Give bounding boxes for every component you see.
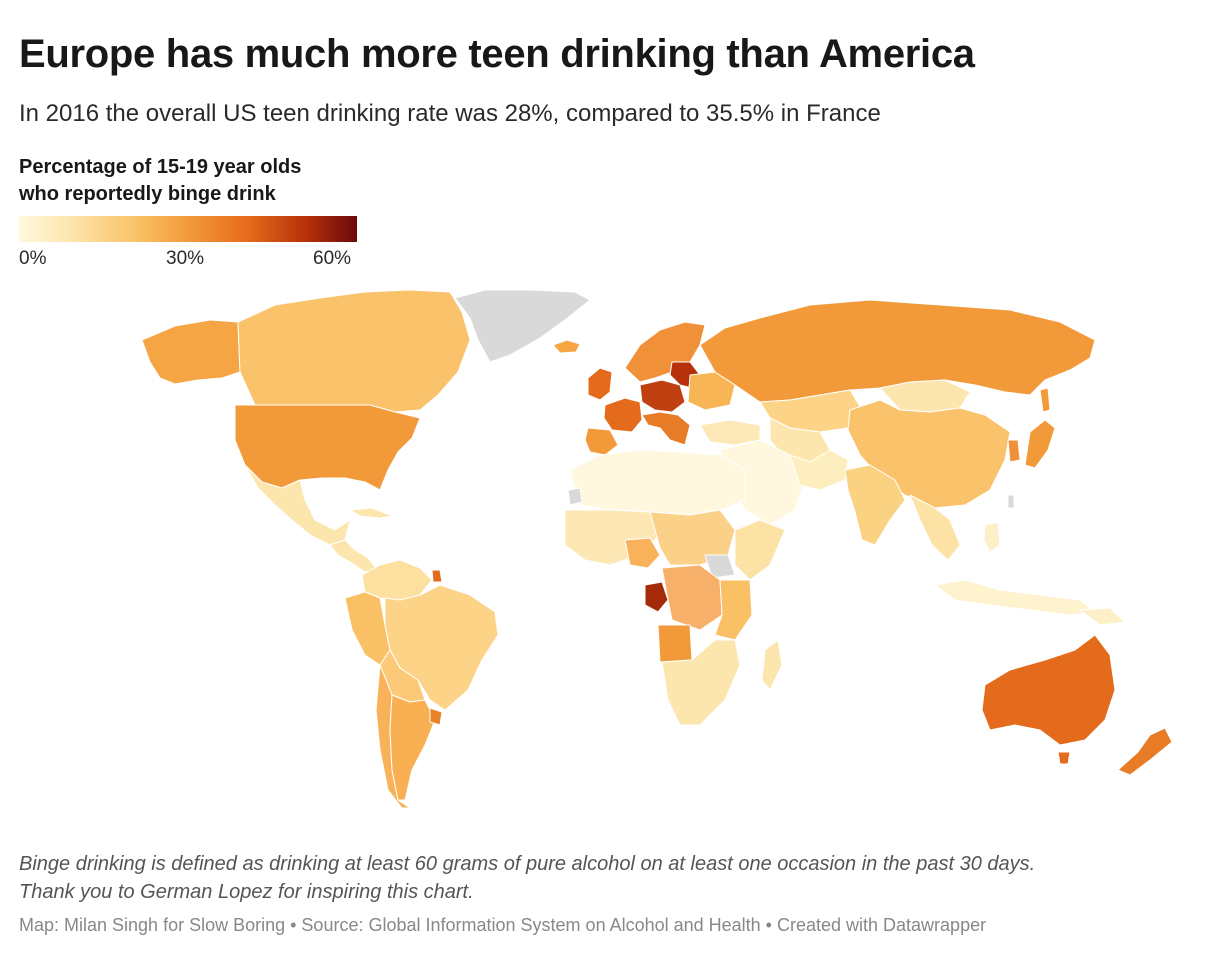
country-papua-new-guinea[interactable] [1079,607,1126,626]
country-sakhalin[interactable] [1039,387,1051,413]
legend-tick-30: 30% [166,248,205,269]
note-line1: Binge drinking is defined as drinking at… [19,853,1036,875]
country-indonesia[interactable] [934,579,1096,616]
country-madagascar[interactable] [761,639,783,691]
country-iberia[interactable] [584,427,619,456]
country-nigeria[interactable] [624,537,661,569]
country-argentina[interactable] [389,694,436,801]
country-mexico[interactable] [244,464,351,546]
chart-title: Europe has much more teen drinking than … [19,32,975,76]
country-southeast-asia[interactable] [909,494,961,561]
world-choropleth-map [141,289,1173,809]
chart-footer: Map: Milan Singh for Slow Boring • Sourc… [19,915,987,935]
country-alaska[interactable] [141,319,241,385]
legend-title: Percentage of 15-19 year olds who report… [19,154,379,208]
country-italy-balkans[interactable] [641,411,691,446]
country-india[interactable] [844,464,906,546]
legend-tick-0: 0% [19,248,47,269]
country-gabon[interactable] [644,581,669,613]
country-french-guiana[interactable] [431,569,443,583]
country-tasmania[interactable] [1057,751,1071,765]
chart-note: Binge drinking is defined as drinking at… [19,850,1035,906]
country-uk-ireland[interactable] [587,367,613,401]
country-japan[interactable] [1024,419,1056,469]
country-canada[interactable] [237,289,471,413]
legend-title-line1: Percentage of 15-19 year olds [19,156,302,178]
country-southern-africa[interactable] [661,639,741,726]
country-north-africa[interactable] [569,449,746,516]
country-turkey-caucasus[interactable] [699,419,761,446]
country-germany-central[interactable] [639,379,686,413]
country-angola[interactable] [657,624,693,663]
country-uruguay[interactable] [429,707,443,726]
legend-tick-60: 60% [313,248,352,269]
legend-title-line2: who reportedly binge drink [19,183,276,205]
country-usa[interactable] [234,404,421,491]
note-line2: Thank you to German Lopez for inspiring … [19,881,474,903]
country-horn-of-africa[interactable] [734,519,786,581]
country-cuba[interactable] [349,507,393,519]
legend-color-scale [19,216,357,242]
country-philippines[interactable] [983,521,1001,553]
country-australia[interactable] [981,634,1116,746]
chart-subtitle: In 2016 the overall US teen drinking rat… [19,100,881,127]
country-peru-ecuador[interactable] [344,591,391,666]
country-congo[interactable] [661,564,723,631]
country-france[interactable] [603,397,643,433]
country-new-zealand[interactable] [1117,727,1173,776]
country-iceland[interactable] [552,339,581,354]
country-greenland [454,289,591,363]
country-korea[interactable] [1007,439,1021,463]
country-somalia [704,554,736,579]
country-taiwan-note [1007,494,1015,509]
country-western-sahara [567,487,583,506]
country-central-america[interactable] [329,539,379,573]
